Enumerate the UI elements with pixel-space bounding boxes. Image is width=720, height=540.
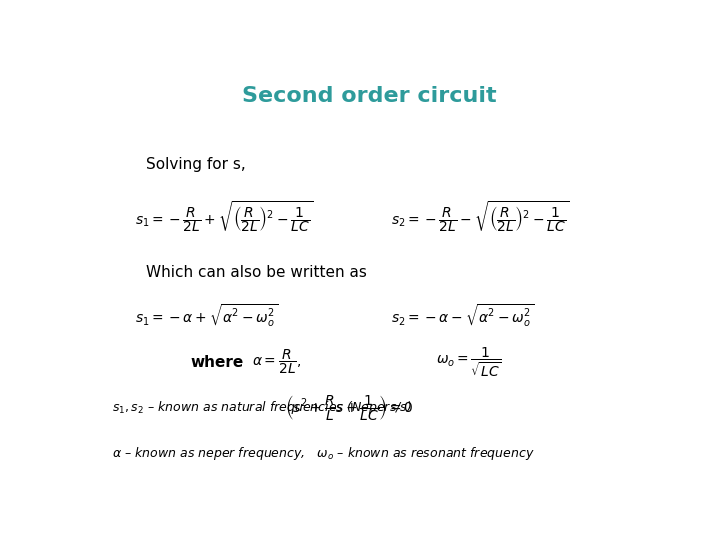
Text: $s_1 = -\dfrac{R}{2L} + \sqrt{\left(\dfrac{R}{2L}\right)^2 - \dfrac{1}{LC}}$: $s_1 = -\dfrac{R}{2L} + \sqrt{\left(\dfr… <box>135 199 313 234</box>
Text: $s_2 = -\dfrac{R}{2L} - \sqrt{\left(\dfrac{R}{2L}\right)^2 - \dfrac{1}{LC}}$: $s_2 = -\dfrac{R}{2L} - \sqrt{\left(\dfr… <box>392 199 570 234</box>
Text: $s_1, s_2$ – known as natural frequencies (Nepers/s): $s_1, s_2$ – known as natural frequencie… <box>112 400 413 416</box>
Text: $\left(s^2 + \dfrac{R}{L}s + \dfrac{1}{LC}\right) = 0$: $\left(s^2 + \dfrac{R}{L}s + \dfrac{1}{L… <box>285 393 414 422</box>
Text: $s_1 = -\alpha + \sqrt{\alpha^2 - \omega_o^2}$: $s_1 = -\alpha + \sqrt{\alpha^2 - \omega… <box>135 303 278 329</box>
Text: Second order circuit: Second order circuit <box>242 85 496 106</box>
Text: where: where <box>190 355 243 369</box>
Text: $\alpha = \dfrac{R}{2L},$: $\alpha = \dfrac{R}{2L},$ <box>252 348 301 376</box>
Text: $\omega_o = \dfrac{1}{\sqrt{LC}}$: $\omega_o = \dfrac{1}{\sqrt{LC}}$ <box>436 346 502 379</box>
Text: $s_2 = -\alpha - \sqrt{\alpha^2 - \omega_o^2}$: $s_2 = -\alpha - \sqrt{\alpha^2 - \omega… <box>392 303 534 329</box>
Text: Which can also be written as: Which can also be written as <box>145 265 366 280</box>
Text: Solving for s,: Solving for s, <box>145 157 246 172</box>
Text: $\alpha$ – known as neper frequency,   $\omega_o$ – known as resonant frequency: $\alpha$ – known as neper frequency, $\o… <box>112 445 535 462</box>
